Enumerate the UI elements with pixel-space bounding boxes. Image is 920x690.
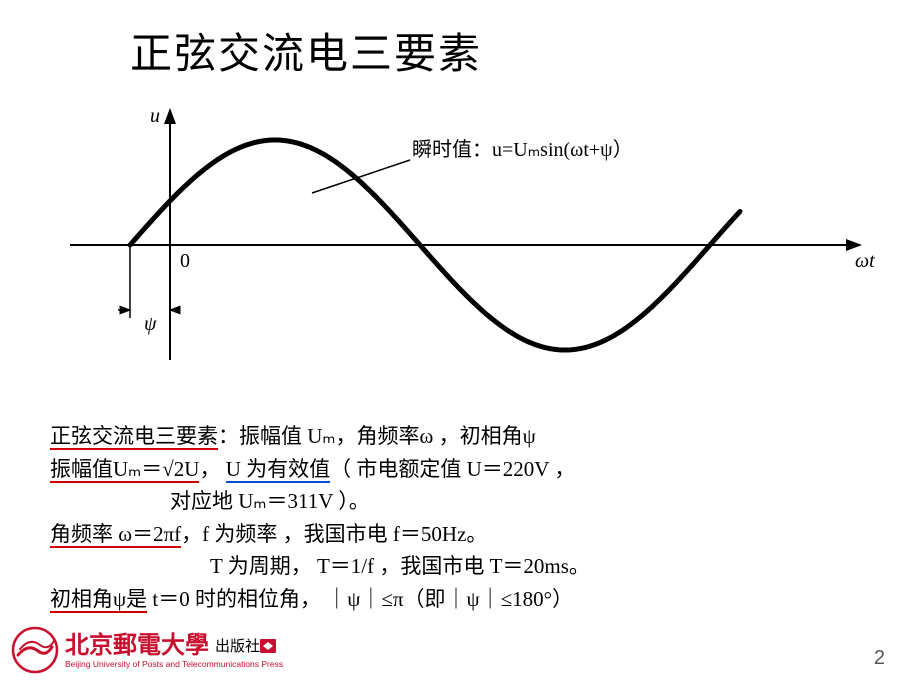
text-2d: （ 市电额定值 U＝220V ， <box>330 457 575 481</box>
publisher-logo: 北京郵電大學出版社 Beijing University of Posts and… <box>10 625 340 675</box>
svg-text:u: u <box>150 105 160 127</box>
sine-svg: u ωt 0 ψ 瞬时值：u=Uₘsin(ωt+ψ） <box>40 100 880 400</box>
page-title: 正弦交流电三要素 <box>130 20 482 81</box>
description-text: 正弦交流电三要素：振幅值 Uₘ，角频率ω ，初相角ψ 振幅值Uₘ＝√2U， U … <box>50 420 890 615</box>
text-line-4: 角频率 ω＝2πf，f 为频率 ，我国市电 f＝50Hz。 <box>50 518 890 551</box>
svg-text:出版社: 出版社 <box>215 638 260 655</box>
text-line-2: 振幅值Uₘ＝√2U， U 为有效值（ 市电额定值 U＝220V ， <box>50 453 890 486</box>
svg-text:瞬时值：u=Uₘsin(ωt+ψ）: 瞬时值：u=Uₘsin(ωt+ψ） <box>412 138 633 161</box>
text-1b: ：振幅值 Uₘ，角频率ω ，初相角ψ <box>218 424 536 448</box>
text-line-3: 对应地 Uₘ＝311V ）。 <box>50 485 890 518</box>
text-line-5: T 为周期， T＝1/f ，我国市电 T＝20ms。 <box>50 550 890 583</box>
text-2b: ， <box>199 457 225 481</box>
svg-text:ψ: ψ <box>144 313 157 335</box>
svg-text:北京郵電大學: 北京郵電大學 <box>65 631 209 659</box>
text-1a: 正弦交流电三要素 <box>50 424 218 450</box>
text-4b: ，f 为频率 ，我国市电 f＝50Hz。 <box>181 522 487 546</box>
text-line-6: 初相角ψ是 t＝0 时的相位角， ｜ψ｜≤π（即｜ψ｜≤180°） <box>50 583 890 616</box>
slide: 正弦交流电三要素 u ωt 0 ψ 瞬时值：u=Uₘsin(ωt+ψ） 正弦交流电三要素… <box>0 0 920 690</box>
text-2c: U 为有效值 <box>226 457 330 483</box>
text-4a: 角频率 ω＝2πf <box>50 522 181 548</box>
text-6a: 初相角ψ是 <box>50 587 147 613</box>
page-number: 2 <box>874 647 885 670</box>
text-2a: 振幅值Uₘ＝√2U <box>50 457 199 483</box>
sine-figure: u ωt 0 ψ 瞬时值：u=Uₘsin(ωt+ψ） <box>40 100 880 400</box>
svg-text:0: 0 <box>180 250 190 272</box>
text-line-1: 正弦交流电三要素：振幅值 Uₘ，角频率ω ，初相角ψ <box>50 420 890 453</box>
svg-text:Beijing University of Posts an: Beijing University of Posts and Telecomm… <box>65 659 283 669</box>
svg-text:ωt: ωt <box>855 250 875 272</box>
footer: 北京郵電大學出版社 Beijing University of Posts and… <box>10 625 340 675</box>
text-6b: t＝0 时的相位角， ｜ψ｜≤π（即｜ψ｜≤180°） <box>147 587 573 611</box>
